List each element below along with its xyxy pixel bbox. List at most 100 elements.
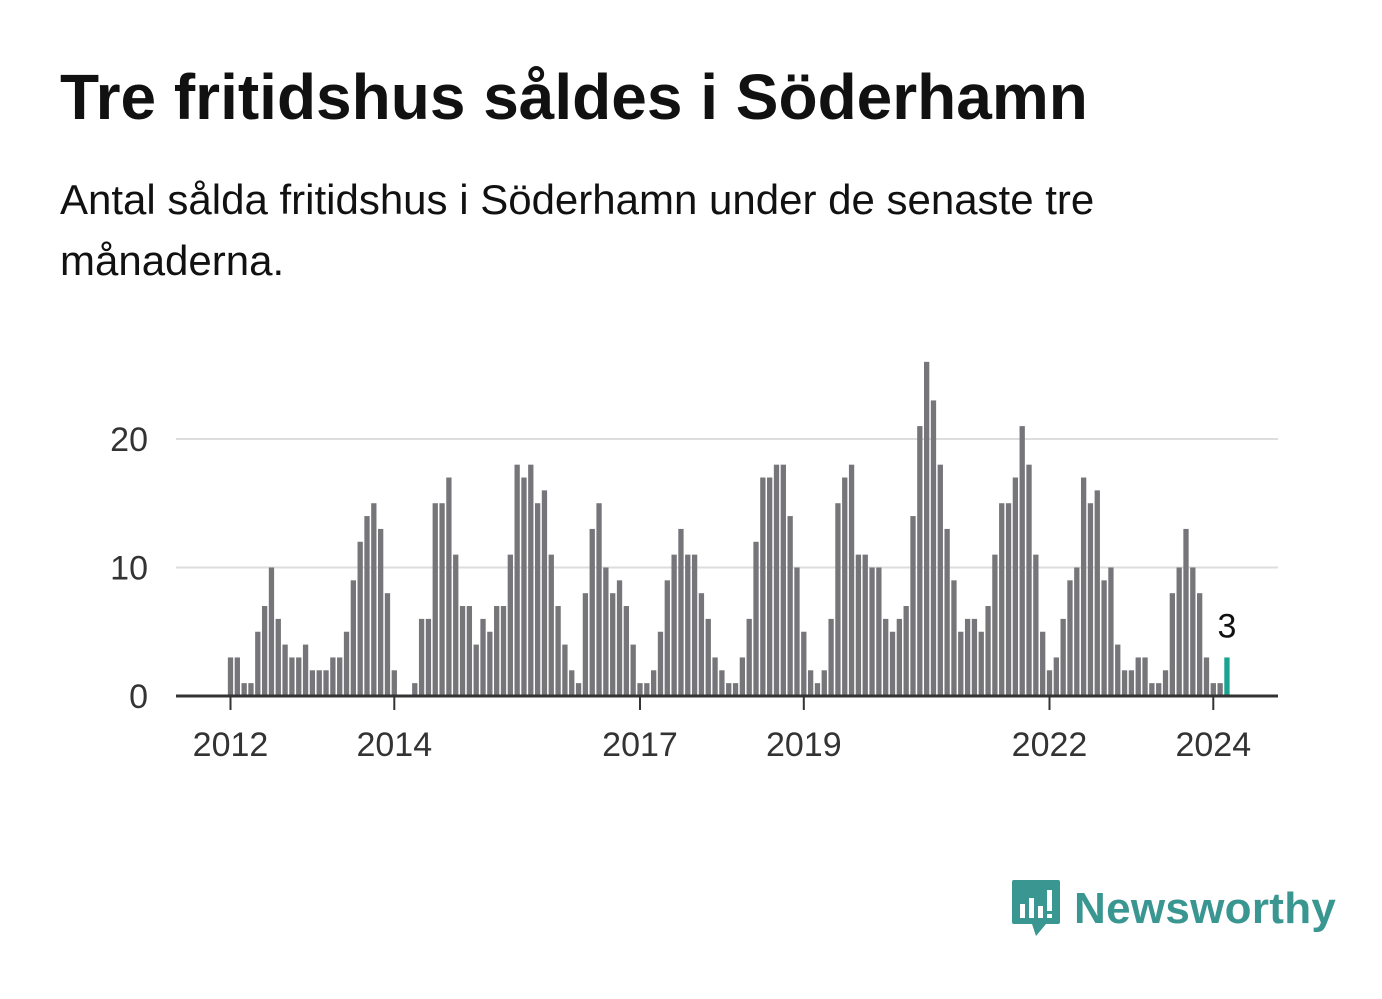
bar: [384, 593, 391, 696]
bar: [541, 490, 548, 696]
bar: [896, 618, 902, 696]
bar: [978, 631, 984, 696]
bar: [732, 683, 739, 696]
bar: [787, 516, 793, 696]
bar: [439, 503, 445, 696]
bar: [350, 580, 356, 696]
bar: [760, 477, 766, 696]
bar: [999, 503, 1005, 696]
bar: [814, 683, 821, 696]
bar: [248, 683, 254, 696]
bar: [917, 426, 923, 696]
bar: [855, 554, 862, 696]
bar: [316, 670, 322, 696]
bar: [1067, 580, 1073, 696]
bar: [1019, 426, 1025, 696]
bar: [767, 477, 773, 696]
bar: [821, 670, 827, 696]
bar: [746, 618, 752, 696]
bar: [1197, 593, 1203, 696]
bar: [726, 683, 732, 696]
bar-highlight: [1224, 657, 1230, 696]
bar: [323, 670, 329, 696]
bar: [1203, 657, 1210, 696]
bar: [664, 580, 670, 696]
x-tick-label: 2022: [1012, 726, 1088, 764]
bar: [494, 606, 500, 696]
y-tick-label: 0: [129, 678, 148, 716]
bar: [514, 464, 520, 696]
bar: [623, 606, 629, 696]
bar: [1053, 657, 1059, 696]
brand-name: Newsworthy: [1074, 884, 1337, 933]
bar: [575, 683, 582, 696]
bar: [521, 477, 527, 696]
bar: [828, 618, 834, 696]
bar: [466, 606, 473, 696]
bar: [412, 683, 418, 696]
bar: [364, 516, 370, 696]
bar: [883, 618, 889, 696]
bar: [889, 631, 896, 696]
bar: [1128, 670, 1135, 696]
bar: [459, 606, 466, 696]
bar: [794, 567, 800, 696]
bar: [869, 567, 875, 696]
gridlines: [176, 437, 1278, 569]
bar: [951, 580, 957, 696]
bar: [1046, 670, 1053, 696]
bar: [1176, 567, 1182, 696]
bar: [964, 618, 971, 696]
bar: [924, 361, 930, 696]
bar: [1210, 683, 1216, 696]
bar: [282, 644, 288, 696]
bar: [275, 618, 281, 696]
y-tick-label: 10: [110, 549, 148, 587]
bar: [371, 503, 377, 696]
bar: [337, 657, 343, 696]
bar: [1149, 683, 1155, 696]
bar: [241, 683, 247, 696]
bar-chart: 0 10 20 2012 2014 2017 2019 2022 2024 3: [110, 361, 1278, 764]
bar: [582, 593, 589, 696]
bar: [1101, 580, 1107, 696]
bar: [971, 618, 978, 696]
bar: [227, 657, 234, 696]
bar: [562, 644, 568, 696]
bar: [378, 528, 384, 696]
bar: [1026, 464, 1032, 696]
data-label: 3: [1217, 607, 1236, 645]
bar: [534, 503, 541, 696]
chart-title: Tre fritidshus såldes i Söderhamn: [60, 61, 1088, 133]
bar: [616, 580, 623, 696]
bar: [528, 464, 534, 696]
bar: [596, 503, 602, 696]
bar: [1135, 657, 1141, 696]
bar: [630, 644, 636, 696]
bar: [603, 567, 609, 696]
bar: [1156, 683, 1162, 696]
bar: [691, 554, 698, 696]
bar: [651, 670, 657, 696]
bar: [848, 464, 855, 696]
bar: [958, 631, 964, 696]
bar: [637, 683, 643, 696]
bar: [903, 606, 909, 696]
bar: [446, 477, 452, 696]
bar: [1087, 503, 1094, 696]
bar: [1217, 683, 1223, 696]
bar: [1012, 477, 1019, 696]
bar: [1080, 477, 1087, 696]
bar: [289, 657, 295, 696]
bar: [487, 631, 493, 696]
y-tick-label: 20: [110, 421, 148, 459]
x-tick-label: 2012: [193, 726, 269, 764]
bar: [712, 657, 718, 696]
bar: [589, 528, 595, 696]
bar: [610, 593, 616, 696]
chart-subtitle: Antal sålda fritidshus i Söderhamn under…: [60, 176, 1095, 284]
bar: [1094, 490, 1100, 696]
bar: [296, 657, 302, 696]
bar: [992, 554, 998, 696]
bar: [671, 554, 677, 696]
